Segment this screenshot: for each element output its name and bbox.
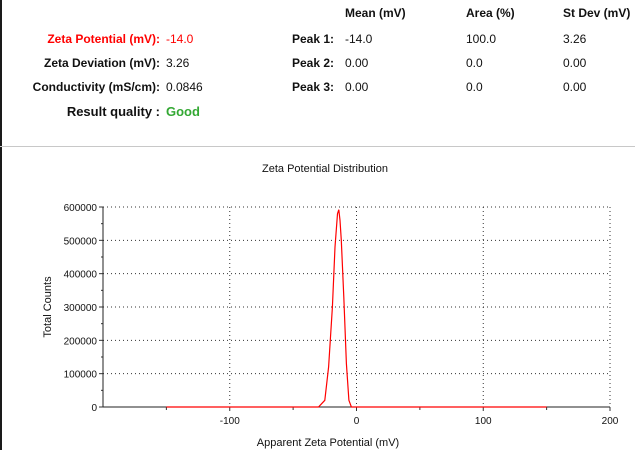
x-tick-label: 0 (354, 416, 360, 427)
y-tick-label: 300000 (64, 303, 98, 314)
zeta-potential-value: -14.0 (166, 32, 194, 46)
y-tick-label: 100000 (64, 370, 98, 381)
peak-3-label: Peak 3: (291, 80, 334, 94)
y-tick-label: 600000 (64, 203, 98, 214)
peak-3-area: 0.0 (466, 80, 483, 94)
peak-2-label: Peak 2: (291, 56, 334, 70)
x-tick-label: 100 (475, 416, 492, 427)
y-axis-label: Total Counts (42, 276, 54, 338)
zeta-deviation-label: Zeta Deviation (mV): (43, 56, 160, 70)
series-line-1 (166, 209, 547, 408)
peak-1-mean: -14.0 (345, 32, 373, 46)
header-mean: Mean (mV) (345, 6, 406, 20)
chart-title: Zeta Potential Distribution (262, 163, 388, 175)
peak-1-area: 100.0 (466, 32, 497, 46)
section-divider (0, 146, 635, 147)
left-border (0, 0, 2, 450)
y-tick-label: 0 (91, 403, 97, 414)
peak-2-area: 0.0 (466, 56, 483, 70)
chart-panel: Zeta Potential Distribution Apparent Zet… (0, 147, 635, 450)
result-quality-label: Result quality : (66, 104, 160, 119)
x-tick-label: 200 (602, 416, 619, 427)
x-axis-label: Apparent Zeta Potential (mV) (257, 437, 399, 449)
zeta-deviation-value: 3.26 (166, 56, 190, 70)
zeta-distribution-chart: Zeta Potential Distribution Apparent Zet… (42, 163, 619, 449)
conductivity-label: Conductivity (mS/cm): (32, 80, 160, 94)
peak-3-stdev: 0.00 (563, 80, 587, 94)
header-stdev: St Dev (mV) (563, 6, 631, 20)
peak-2-stdev: 0.00 (563, 56, 587, 70)
conductivity-value: 0.0846 (166, 80, 203, 94)
y-tick-label: 200000 (64, 336, 98, 347)
y-tick-label: 400000 (64, 270, 98, 281)
peak-2-mean: 0.00 (345, 56, 369, 70)
y-tick-label: 500000 (64, 236, 98, 247)
header-area: Area (%) (466, 6, 515, 20)
peak-1-stdev: 3.26 (563, 32, 587, 46)
x-tick-label: -100 (220, 416, 240, 427)
zeta-potential-label: Zeta Potential (mV): (47, 32, 160, 46)
peak-1-label: Peak 1: (291, 32, 334, 46)
peak-3-mean: 0.00 (345, 80, 369, 94)
result-quality-value: Good (166, 104, 200, 119)
